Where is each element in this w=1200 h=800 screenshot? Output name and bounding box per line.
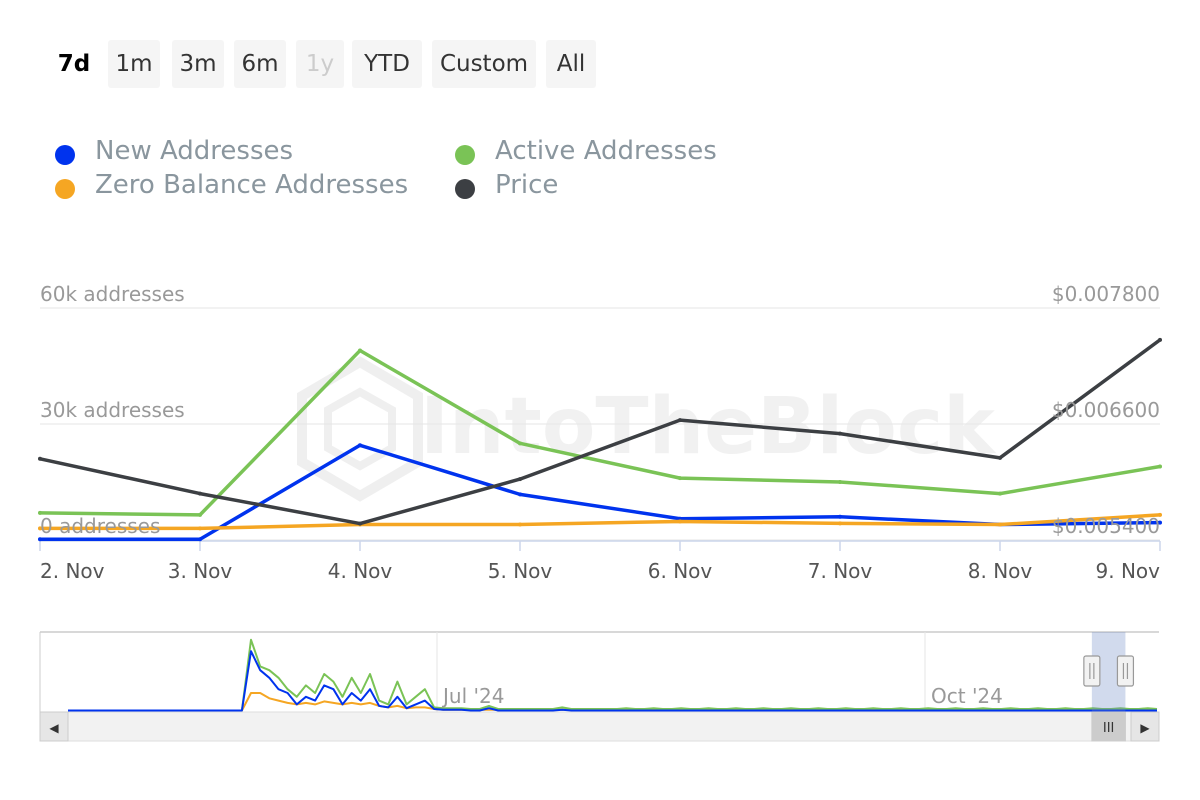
navigator-selection[interactable]: [1083, 632, 1135, 712]
range-button-1m[interactable]: 1m: [108, 40, 160, 88]
range-button-1y: 1y: [296, 40, 344, 88]
y-axis-labels: 0 addresses 30k addresses 60k addresses $0.…: [40, 282, 1160, 538]
x-tick-label: 5. Nov: [488, 559, 553, 583]
data-point-new-addresses: [198, 537, 202, 542]
legend-item-price[interactable]: Price: [455, 168, 835, 202]
data-point-active-addresses: [358, 348, 362, 353]
data-point-active-addresses: [518, 441, 522, 446]
data-point-active-addresses: [198, 512, 202, 517]
data-point-active-addresses: [1158, 464, 1162, 469]
data-point-active-addresses: [998, 491, 1002, 496]
x-axis: 2. Nov 3. Nov 4. Nov 5. Nov 6. Nov 7. Nov 8. N…: [39, 540, 1161, 583]
data-point-new-addresses: [1158, 520, 1162, 525]
scrollbar-right-button[interactable]: ▶: [1130, 711, 1160, 742]
navigator-x-label: Jul '24: [441, 684, 504, 708]
data-point-new-addresses: [358, 443, 362, 448]
legend-label: Active Addresses: [495, 136, 717, 166]
x-tick-label: 2. Nov: [40, 559, 105, 583]
navigator-frame: [39, 631, 1159, 712]
scrollbar[interactable]: ◀ III ▶: [39, 711, 1160, 742]
navigator-right-handle[interactable]: [1116, 655, 1135, 687]
range-button-custom[interactable]: Custom: [432, 40, 536, 88]
data-point-new-addresses: [838, 514, 842, 519]
watermark-logo-icon: [297, 356, 423, 502]
data-point-active-addresses: [678, 476, 682, 481]
legend-label: New Addresses: [95, 136, 294, 166]
navigator-series-active-addresses: [68, 638, 1158, 712]
range-button-all[interactable]: All: [546, 40, 596, 88]
y-left-tick-label: 60k addresses: [40, 282, 185, 306]
series-lines: [38, 337, 1162, 542]
data-point-price: [518, 477, 522, 482]
x-tick-label: 8. Nov: [968, 559, 1033, 583]
series-line-active-addresses: [38, 348, 1162, 517]
legend-dot-icon: [55, 145, 75, 165]
y-right-tick-label: $0.006600: [1052, 398, 1160, 422]
navigator-series-zero-balance-addresses: [68, 692, 1157, 712]
data-point-zero-balance-addresses: [998, 522, 1002, 527]
arrow-left-icon: ◀: [49, 721, 59, 735]
x-tick-label: 7. Nov: [808, 559, 873, 583]
y-left-tick-label: 0 addresses: [40, 514, 160, 538]
navigator-series: [68, 638, 1158, 712]
navigator-selection-mask[interactable]: [1091, 632, 1126, 712]
legend-dot-icon: [455, 145, 475, 165]
data-point-price: [1158, 337, 1162, 342]
data-point-price: [678, 418, 682, 423]
x-tick-label: 9. Nov: [1096, 559, 1161, 583]
data-point-price: [38, 456, 42, 461]
data-point-zero-balance-addresses: [518, 522, 522, 527]
legend-item-active-addresses[interactable]: Active Addresses: [455, 134, 835, 168]
data-point-zero-balance-addresses: [198, 526, 202, 531]
main-chart: IntoTheBlock 2. Nov 3. Nov 4. Nov 5. Nov 6. …: [38, 282, 1162, 583]
x-tick-label: 6. Nov: [648, 559, 713, 583]
x-tick-label: 4. Nov: [328, 559, 393, 583]
scrollbar-left-button[interactable]: ◀: [39, 711, 69, 742]
series-line-zero-balance-addresses: [38, 513, 1162, 531]
data-point-price: [998, 455, 1002, 460]
arrow-right-icon: ▶: [1140, 721, 1150, 735]
range-button-3m[interactable]: 3m: [172, 40, 224, 88]
y-left-tick-label: 30k addresses: [40, 398, 185, 422]
data-point-price: [838, 431, 842, 436]
navigator-x-label: Oct '24: [931, 684, 1003, 708]
data-point-price: [198, 491, 202, 496]
data-point-active-addresses: [838, 480, 842, 484]
legend-dot-icon: [455, 179, 475, 199]
navigator-series-new-addresses: [68, 650, 1157, 712]
scrollbar-grip-icon: III: [1103, 721, 1115, 736]
range-button-7d[interactable]: 7d: [48, 40, 100, 88]
range-button-ytd[interactable]: YTD: [352, 40, 422, 88]
legend-dot-icon: [55, 179, 75, 199]
legend-label: Zero Balance Addresses: [95, 170, 409, 200]
legend-label: Price: [495, 170, 559, 200]
data-point-zero-balance-addresses: [838, 521, 842, 526]
navigator-labels: Jul '24 Oct '24: [441, 684, 1003, 708]
series-line-price: [38, 338, 1162, 526]
data-point-new-addresses: [38, 537, 42, 542]
scrollbar-thumb[interactable]: III: [1091, 711, 1126, 742]
y-right-tick-label: $0.005400: [1052, 514, 1160, 538]
y-right-tick-label: $0.007800: [1052, 282, 1160, 306]
legend-item-new-addresses[interactable]: New Addresses: [55, 134, 435, 168]
scrollbar-track[interactable]: [39, 711, 1160, 742]
range-button-6m[interactable]: 6m: [234, 40, 286, 88]
x-tick-label: 3. Nov: [168, 559, 233, 583]
data-point-price: [358, 521, 362, 526]
gridlines: [40, 307, 1160, 541]
navigator-left-handle[interactable]: [1083, 655, 1101, 687]
data-point-active-addresses: [38, 510, 42, 515]
watermark-text: IntoTheBlock: [420, 382, 997, 472]
data-point-zero-balance-addresses: [1158, 512, 1162, 517]
data-point-new-addresses: [518, 492, 522, 497]
legend-item-zero-balance-addresses[interactable]: Zero Balance Addresses: [55, 168, 435, 202]
data-point-zero-balance-addresses: [678, 519, 682, 524]
data-point-zero-balance-addresses: [38, 526, 42, 531]
